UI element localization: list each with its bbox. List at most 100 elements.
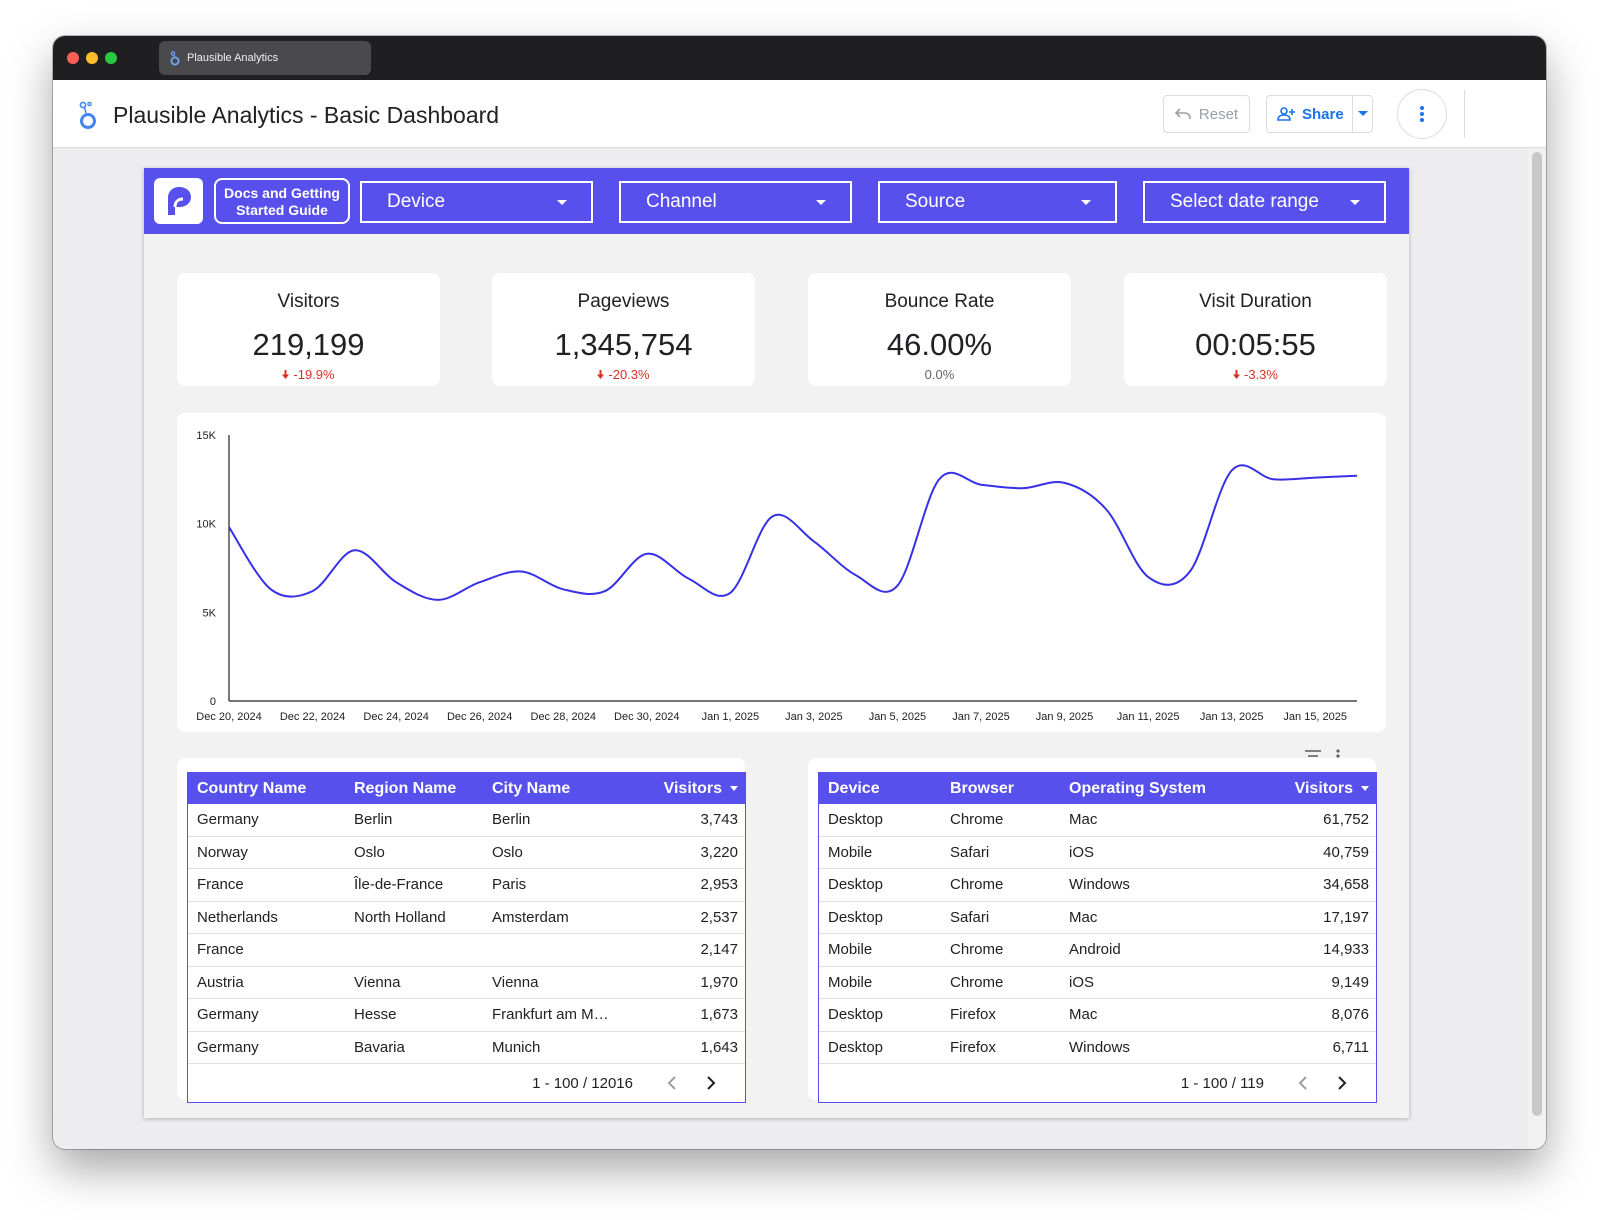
table-row[interactable]: Norway Oslo Oslo 3,220 bbox=[188, 837, 745, 869]
column-header-label: Visitors bbox=[1294, 779, 1353, 797]
share-button-group: Share bbox=[1266, 95, 1373, 133]
table-cell: 61,752 bbox=[1323, 811, 1369, 829]
table-cell: Amsterdam bbox=[492, 908, 569, 926]
table-cell: Germany bbox=[197, 1038, 259, 1056]
table-cell: Vienna bbox=[354, 973, 401, 991]
pagination: 1 - 100 / 119 bbox=[819, 1064, 1376, 1102]
table-cell: Android bbox=[1069, 941, 1121, 959]
table-row[interactable]: Germany Hesse Frankfurt am M… 1,673 bbox=[188, 999, 745, 1032]
device-filter[interactable]: Device bbox=[360, 181, 593, 223]
table-cell: 8,076 bbox=[1331, 1006, 1369, 1024]
docs-guide-label-line1: Docs and Getting bbox=[224, 185, 340, 201]
table-cell: Austria bbox=[197, 973, 244, 991]
column-header-sorted[interactable]: Visitors bbox=[621, 780, 745, 798]
reset-button[interactable]: Reset bbox=[1163, 95, 1250, 133]
table-cell: Safari bbox=[950, 843, 990, 861]
table-cell: Desktop bbox=[828, 876, 884, 894]
device-table-card: Device Browser Operating System Visitors… bbox=[808, 758, 1377, 1103]
table-cell: Windows bbox=[1069, 876, 1130, 894]
table-row[interactable]: Desktop Firefox Windows 6,711 bbox=[819, 1032, 1376, 1064]
maximize-window-button[interactable] bbox=[105, 52, 117, 64]
report-title[interactable]: Plausible Analytics - Basic Dashboard bbox=[113, 102, 500, 128]
kpi-card-pageviews[interactable]: Pageviews 1,345,754 -20.3% bbox=[492, 273, 755, 386]
visitors-timeseries-chart[interactable]: 0 5K 10K 15K Dec 20, 2024 Dec 22, 2024 Dec 24,… bbox=[177, 413, 1386, 732]
chevron-right-icon bbox=[706, 1076, 715, 1090]
table-cell: Desktop bbox=[828, 1038, 884, 1056]
previous-page-button[interactable] bbox=[651, 1068, 691, 1098]
table-cell: Mac bbox=[1069, 811, 1098, 829]
kpi-delta-value: 0.0% bbox=[924, 367, 955, 382]
scrollbar-thumb[interactable] bbox=[1532, 152, 1542, 1116]
column-header[interactable]: City Name bbox=[492, 779, 571, 797]
table-row[interactable]: France Île-de-France Paris 2,953 bbox=[188, 869, 745, 902]
kpi-value: 1,345,754 bbox=[554, 327, 693, 362]
table-row[interactable]: Germany Bavaria Munich 1,643 bbox=[188, 1032, 745, 1064]
table-cell: Berlin bbox=[354, 811, 393, 829]
sort-desc-icon bbox=[1361, 785, 1369, 791]
table-row[interactable]: Germany Berlin Berlin 3,743 bbox=[188, 804, 745, 837]
close-window-button[interactable] bbox=[67, 52, 79, 64]
caret-down-icon bbox=[557, 199, 567, 205]
table-cell: 17,197 bbox=[1323, 908, 1369, 926]
table-cell: Hesse bbox=[354, 1006, 397, 1024]
column-header[interactable]: Browser bbox=[950, 779, 1015, 797]
table-row[interactable]: France 2,147 bbox=[188, 934, 745, 967]
table-row[interactable]: Mobile Chrome iOS 9,149 bbox=[819, 967, 1376, 999]
table-row[interactable]: Desktop Safari Mac 17,197 bbox=[819, 902, 1376, 934]
pagination: 1 - 100 / 12016 bbox=[188, 1064, 745, 1102]
source-filter[interactable]: Source bbox=[878, 181, 1117, 223]
x-tick-label: Jan 7, 2025 bbox=[952, 711, 1010, 723]
table-row[interactable]: Desktop Firefox Mac 8,076 bbox=[819, 999, 1376, 1032]
column-header[interactable]: Operating System bbox=[1069, 779, 1206, 797]
kpi-value: 46.00% bbox=[886, 327, 993, 362]
vertical-scrollbar[interactable] bbox=[1528, 148, 1546, 1149]
table-cell: 1,970 bbox=[700, 973, 738, 991]
docs-guide-button[interactable]: Docs and Getting Started Guide bbox=[214, 178, 350, 224]
minimize-window-button[interactable] bbox=[86, 52, 98, 64]
title-bar: Plausible Analytics bbox=[53, 36, 1546, 80]
next-page-button[interactable] bbox=[1322, 1068, 1362, 1098]
table-row[interactable]: Netherlands North Holland Amsterdam 2,537 bbox=[188, 902, 745, 934]
plausible-logo-icon[interactable] bbox=[154, 178, 203, 224]
column-header[interactable]: Device bbox=[828, 779, 880, 797]
kpi-card-bounce-rate[interactable]: Bounce Rate 46.00% 0.0% bbox=[808, 273, 1071, 386]
looker-studio-logo-icon[interactable] bbox=[77, 100, 97, 130]
table-row[interactable]: Mobile Chrome Android 14,933 bbox=[819, 934, 1376, 967]
table-cell: iOS bbox=[1069, 843, 1095, 861]
source-filter-label: Source bbox=[905, 191, 966, 212]
table-row[interactable]: Mobile Safari iOS 40,759 bbox=[819, 837, 1376, 869]
kpi-value: 00:05:55 bbox=[1195, 327, 1316, 362]
table-header: Device Browser Operating System Visitors bbox=[819, 773, 1376, 804]
geo-table-card: Country Name Region Name City Name Visit… bbox=[177, 758, 746, 1103]
x-tick-label: Jan 11, 2025 bbox=[1117, 711, 1180, 723]
column-header[interactable]: Region Name bbox=[354, 779, 457, 797]
x-tick-label: Dec 24, 2024 bbox=[363, 711, 428, 723]
more-options-button[interactable] bbox=[1397, 89, 1447, 139]
share-button[interactable]: Share bbox=[1267, 96, 1353, 132]
date-range-selector[interactable]: Select date range bbox=[1143, 181, 1386, 223]
share-options-dropdown[interactable] bbox=[1353, 111, 1372, 117]
pagination-range: 1 - 100 / 119 bbox=[1180, 1074, 1264, 1092]
next-page-button[interactable] bbox=[691, 1068, 731, 1098]
table-cell: Germany bbox=[197, 811, 259, 829]
kpi-value: 219,199 bbox=[252, 327, 365, 362]
table-row[interactable]: Desktop Chrome Mac 61,752 bbox=[819, 804, 1376, 837]
table-row[interactable]: Austria Vienna Vienna 1,970 bbox=[188, 967, 745, 999]
column-header[interactable]: Country Name bbox=[197, 779, 307, 797]
browser-window: Plausible Analytics Plausible Analytics … bbox=[53, 36, 1546, 1149]
arrow-down-icon bbox=[282, 370, 290, 379]
channel-filter[interactable]: Channel bbox=[619, 181, 852, 223]
kpi-card-visitors[interactable]: Visitors 219,199 -19.9% bbox=[177, 273, 440, 386]
table-cell: Berlin bbox=[492, 811, 531, 829]
kpi-card-visit-duration[interactable]: Visit Duration 00:05:55 -3.3% bbox=[1124, 273, 1387, 386]
table-cell: Mac bbox=[1069, 1006, 1098, 1024]
previous-page-button[interactable] bbox=[1282, 1068, 1322, 1098]
x-tick-label: Jan 3, 2025 bbox=[785, 711, 843, 723]
column-header-sorted[interactable]: Visitors bbox=[1250, 780, 1376, 798]
browser-tab[interactable]: Plausible Analytics bbox=[159, 41, 371, 75]
table-row[interactable]: Desktop Chrome Windows 34,658 bbox=[819, 869, 1376, 902]
table-cell: Frankfurt am M… bbox=[492, 1006, 609, 1024]
table-cell: 3,743 bbox=[700, 811, 738, 829]
table-cell: Safari bbox=[950, 908, 990, 926]
kpi-delta: -3.3% bbox=[1124, 367, 1387, 382]
